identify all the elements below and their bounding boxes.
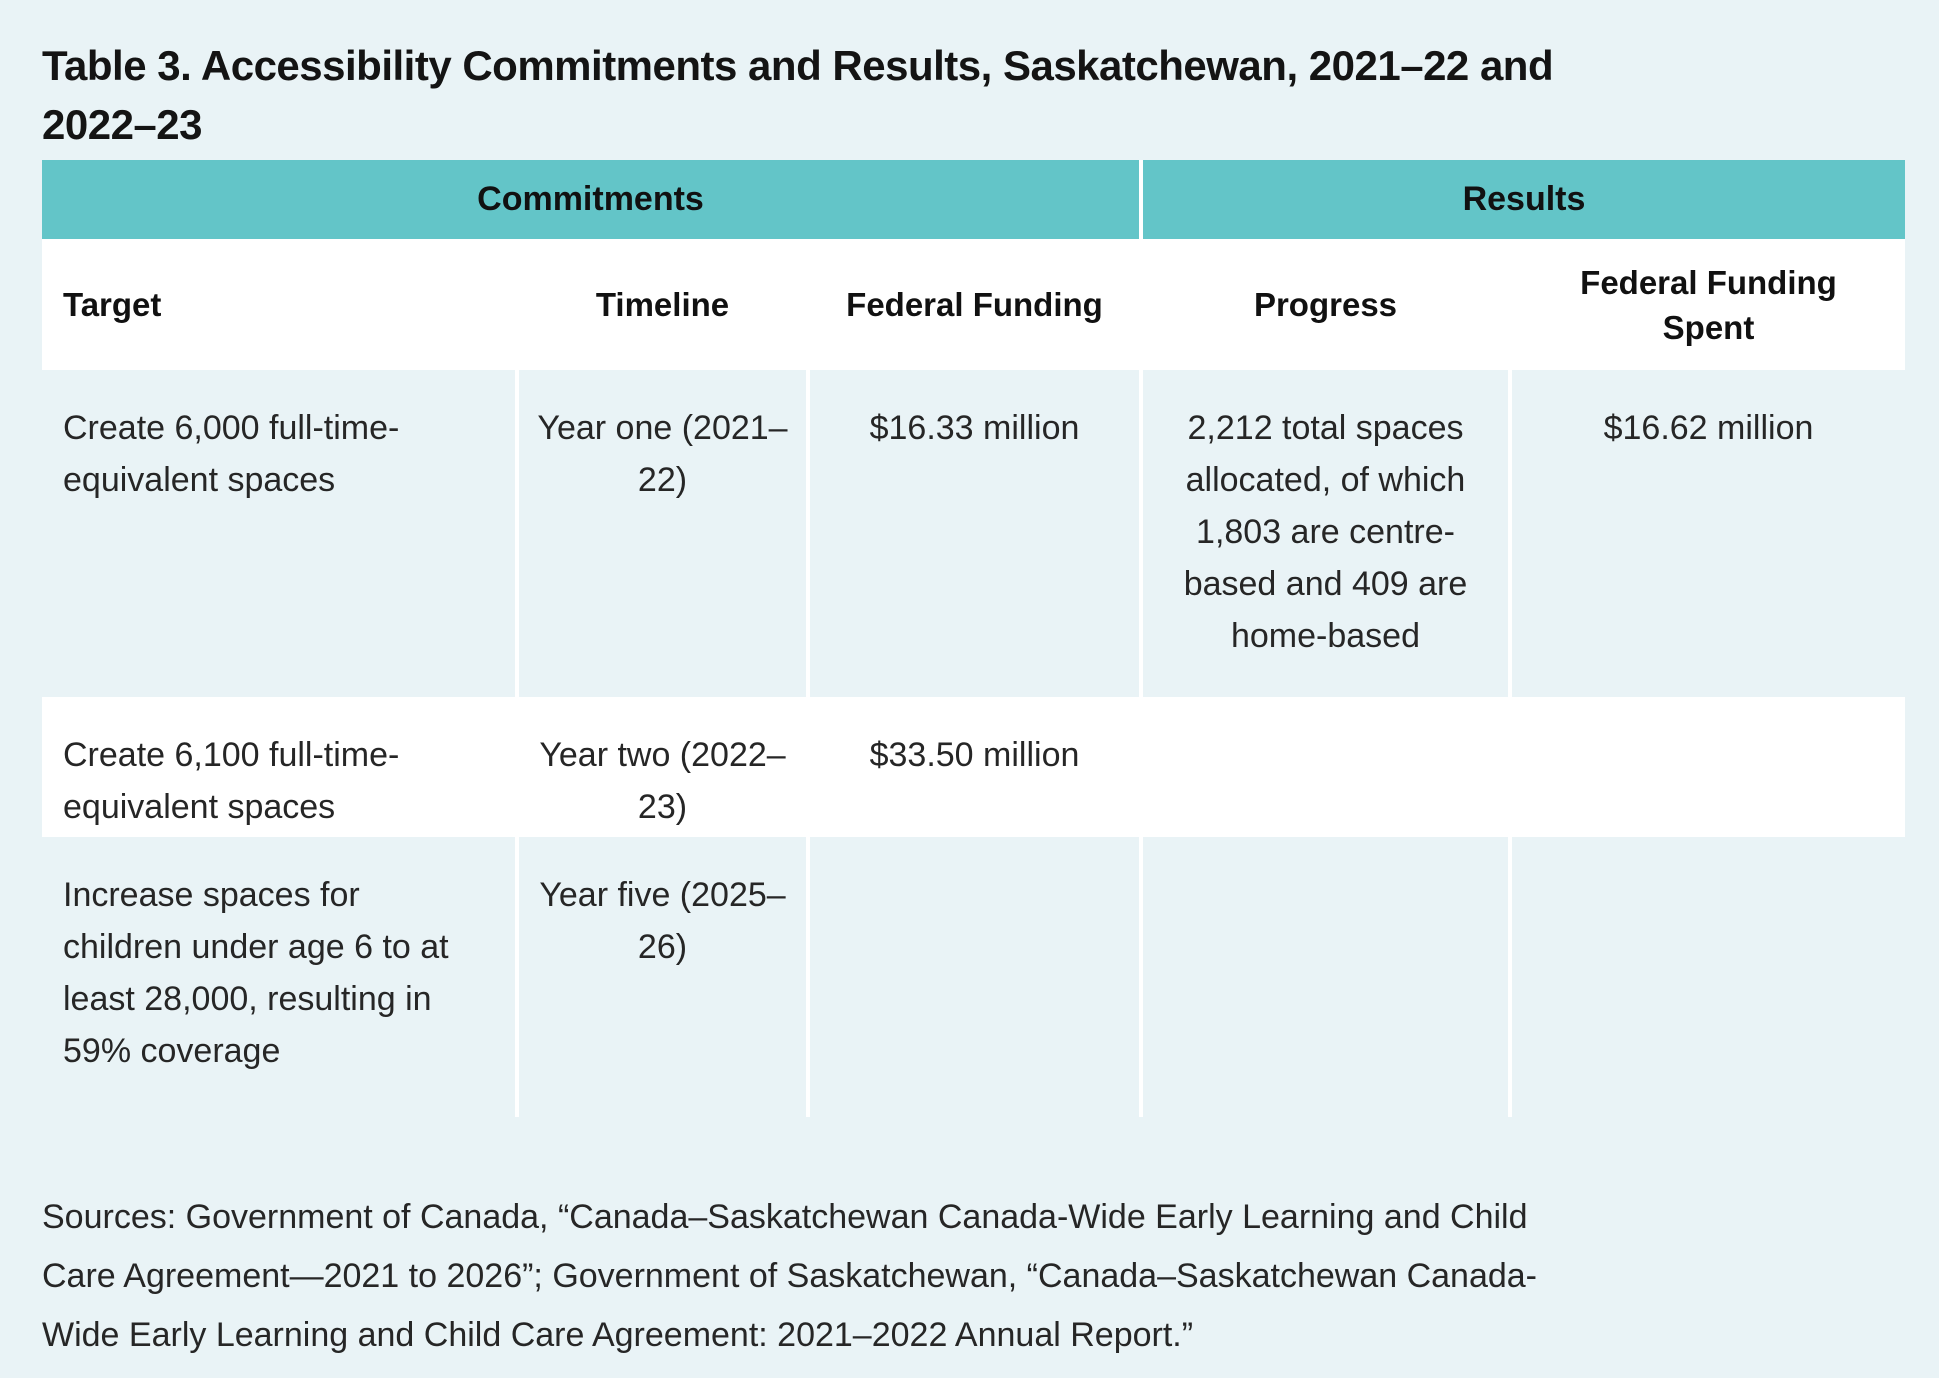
data-table: Commitments Results Target Timeline Fede… [42, 160, 1905, 1117]
cell-row3-timeline: Year five (2025–26) [519, 837, 806, 1117]
column-header-progress: Progress [1143, 239, 1508, 370]
cell-row3-progress [1143, 837, 1508, 1117]
column-header-target: Target [42, 239, 515, 370]
cell-row2-federal-funding: $33.50 million [810, 697, 1139, 837]
group-header-results-label: Results [1462, 180, 1586, 218]
cell-row2-timeline: Year two (2022–23) [519, 697, 806, 837]
cell-row1-federal-funding: $16.33 million [810, 370, 1139, 697]
cell-row3-federal-funding-spent [1512, 837, 1905, 1117]
column-header-federal-funding: Federal Funding [810, 239, 1139, 370]
column-header-federal-funding-spent: Federal Funding Spent [1512, 239, 1905, 370]
cell-row2-progress [1143, 697, 1508, 837]
sources-note: Sources: Government of Canada, “Canada–S… [42, 1198, 1538, 1354]
cell-row1-progress: 2,212 total spaces allocated, of which 1… [1143, 370, 1508, 697]
cell-row3-federal-funding [810, 837, 1139, 1117]
cell-row2-target: Create 6,100 full-time-equivalent spaces [42, 697, 515, 837]
column-header-timeline: Timeline [519, 239, 806, 370]
cell-row1-federal-funding-spent: $16.62 million [1512, 370, 1905, 697]
group-header-commitments-label: Commitments [477, 180, 704, 218]
cell-row3-target: Increase spaces for children under age 6… [42, 837, 515, 1117]
group-header-results: Results [1143, 160, 1905, 239]
cell-row1-target: Create 6,000 full-time-equivalent spaces [42, 370, 515, 697]
page-title: Table 3. Accessibility Commitments and R… [42, 42, 1554, 148]
cell-row2-federal-funding-spent [1512, 697, 1905, 837]
group-header-commitments: Commitments [42, 160, 1139, 239]
cell-row1-timeline: Year one (2021–22) [519, 370, 806, 697]
